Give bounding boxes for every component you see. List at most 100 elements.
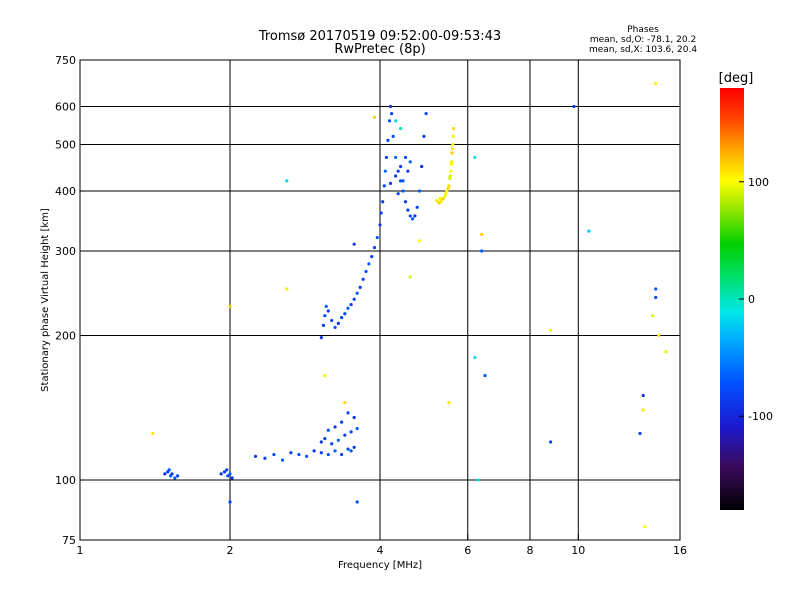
data-point [222,470,227,474]
data-point [230,476,234,480]
data-point [449,169,453,173]
colorbar-tick-label: -100 [748,410,773,423]
y-tick-label: 400 [55,185,76,198]
data-point [386,138,390,142]
data-point [382,184,386,188]
data-point [394,155,398,160]
grid-layer [80,60,680,540]
data-point [399,126,403,131]
x-tick-label: 4 [377,544,384,557]
y-tick-label: 200 [55,330,76,343]
data-point [355,291,359,295]
data-point [587,229,591,233]
data-point [651,314,655,318]
data-point [272,452,276,457]
colorbar-label: [deg] [719,71,754,86]
data-point [349,302,353,307]
data-point [228,472,232,476]
data-point [549,328,553,332]
data-point [321,323,326,327]
data-point [340,315,344,320]
data-point [441,197,445,201]
data-point [312,449,316,453]
data-point [346,411,350,415]
y-tick-label: 300 [55,245,76,258]
data-point [403,200,408,204]
data-point [473,155,477,160]
data-point [450,151,454,155]
data-point [324,304,328,309]
data-point [280,458,285,462]
data-point [340,420,344,424]
data-point [336,321,340,325]
data-point [408,275,412,279]
data-point [451,126,456,131]
data-point [389,111,394,116]
data-point [355,500,359,504]
data-point [176,474,180,478]
data-point [352,242,356,246]
data-point [417,189,422,193]
data-point [406,208,410,212]
data-point [420,164,424,169]
data-point [408,214,412,218]
data-point [346,447,350,451]
data-point [473,355,477,360]
colorbar-tick-label: 100 [748,176,769,189]
data-point [396,192,400,196]
data-point [417,239,422,243]
data-point [367,262,371,266]
y-tick-label: 600 [55,101,76,114]
data-point [449,162,453,166]
data-point [173,476,177,480]
data-point [450,147,455,151]
y-tick-label: 75 [62,534,76,547]
data-point [372,245,377,250]
phase-legend-line2: mean, sd,X: 103.6, 20.4 [589,45,697,55]
data-point [163,472,167,476]
data-point [447,184,451,188]
x-tick-label: 6 [464,544,471,557]
data-point [372,115,377,119]
chart-subtitle: RwPretec (8p) [334,42,425,57]
data-point [228,304,232,309]
data-point [638,431,642,436]
data-point [654,295,658,300]
data-point [396,169,400,173]
data-point [340,452,344,457]
data-point [438,196,442,201]
data-point [319,440,323,444]
data-point [422,134,426,138]
data-point [406,169,410,173]
data-point [654,81,658,86]
data-point [448,174,452,178]
data-point [451,134,455,138]
data-point [410,217,415,221]
data-point [444,192,448,196]
data-point [413,214,417,218]
x-tick-label: 2 [227,544,234,557]
data-point [391,134,395,138]
data-point [349,449,353,453]
data-point [483,374,487,378]
data-point [415,205,419,209]
x-axis-label: Frequency [MHz] [338,560,422,571]
data-point [437,201,441,205]
x-tick-label: 1 [77,544,84,557]
data-point [480,232,484,236]
phase-legend-line1: mean, sd,O: -78.1, 20.2 [590,35,696,45]
x-tick-label: 10 [571,544,585,557]
data-point [378,223,382,227]
chart-title: Tromsø 20170519 09:52:00-09:53:43 [258,29,501,44]
data-point [346,306,350,310]
data-point [330,442,334,446]
data-point [305,454,309,459]
data-point [643,524,647,529]
data-point [151,431,155,436]
data-point [285,179,289,183]
data-point [384,155,388,160]
data-point [401,189,405,193]
data-point [394,119,398,123]
data-point [326,428,330,432]
